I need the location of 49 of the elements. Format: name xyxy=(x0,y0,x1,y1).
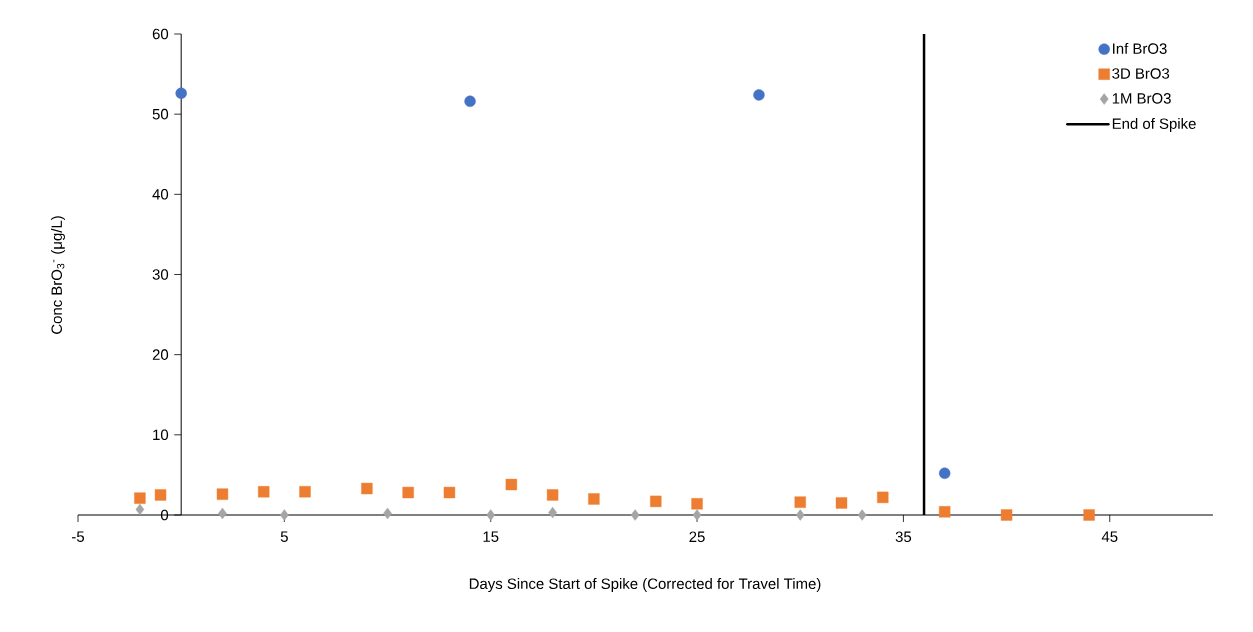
point xyxy=(795,509,805,521)
point xyxy=(299,486,311,498)
y-tick-label: 20 xyxy=(152,349,169,360)
x-tick-label: 45 xyxy=(1101,531,1118,542)
point xyxy=(650,495,662,508)
point xyxy=(464,95,476,108)
point xyxy=(135,503,145,516)
y-tick-label: 30 xyxy=(152,269,169,280)
point xyxy=(505,478,518,491)
point xyxy=(753,89,765,101)
point xyxy=(588,493,600,505)
point xyxy=(691,498,703,510)
legend-label: Inf BrO3 xyxy=(1113,42,1167,54)
point xyxy=(443,486,456,499)
point xyxy=(175,87,187,99)
point xyxy=(1083,509,1095,521)
y-tick-label: 60 xyxy=(152,28,169,40)
point xyxy=(857,509,867,521)
point xyxy=(154,489,167,501)
point xyxy=(546,489,559,501)
y-tick-label: 10 xyxy=(153,429,169,441)
x-axis-title: Days Since Start of Spike (Corrected for Travel Time) xyxy=(469,578,821,592)
x-tick-label: -5 xyxy=(72,531,85,542)
point xyxy=(794,496,806,508)
x-tick-label: 35 xyxy=(895,531,912,543)
legend-label: End of Spike xyxy=(1112,118,1196,132)
legend-label: 3D BrO3 xyxy=(1112,68,1170,79)
point xyxy=(361,482,373,495)
point xyxy=(1000,509,1013,521)
point xyxy=(939,467,951,479)
y-tick-label: 0 xyxy=(160,509,169,521)
point xyxy=(877,491,889,504)
point xyxy=(835,497,848,509)
point xyxy=(280,509,289,521)
point xyxy=(692,509,702,521)
point xyxy=(939,506,951,518)
y-tick-label: 50 xyxy=(152,108,169,120)
legend-label: 1M BrO3 xyxy=(1112,93,1171,104)
point xyxy=(258,486,270,498)
x-tick-label: 25 xyxy=(689,531,705,543)
y-axis-title: Conc BrO$_{3}$$^{-}$ (μg/L) xyxy=(51,216,65,334)
point xyxy=(630,509,640,521)
point xyxy=(134,492,146,504)
y-tick-label: 40 xyxy=(152,189,169,200)
point xyxy=(402,486,414,499)
x-tick-label: 5 xyxy=(280,531,288,542)
point xyxy=(216,488,229,500)
point xyxy=(486,509,496,521)
x-tick-label: 15 xyxy=(483,531,499,542)
